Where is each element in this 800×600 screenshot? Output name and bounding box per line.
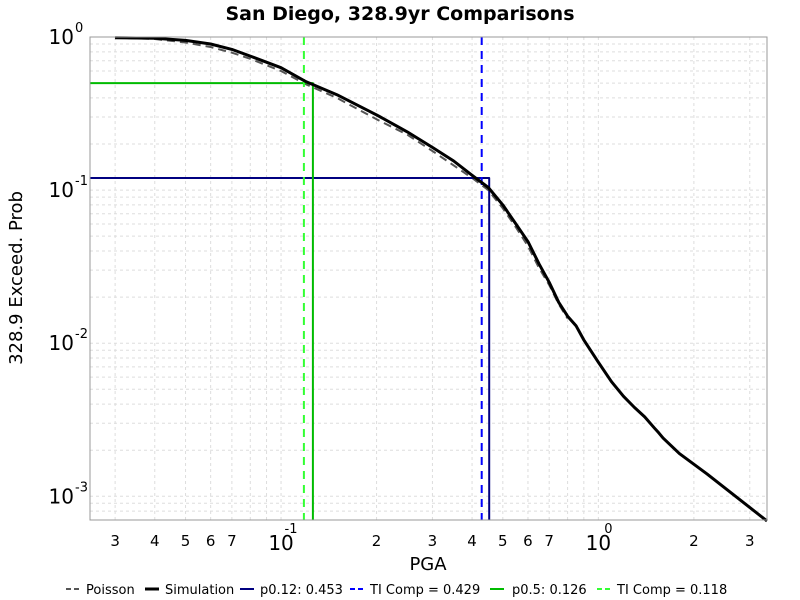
y-tick-label: 10: [49, 331, 74, 355]
chart-title: San Diego, 328.9yr Comparisons: [225, 3, 574, 25]
x-tick-label: 2: [689, 532, 699, 550]
x-tick-label: 6: [206, 532, 216, 550]
x-tick-exponent: 0: [604, 522, 612, 537]
x-tick-label: 5: [498, 532, 508, 550]
legend: Poisson Simulation p0.12: 0.453 TI Comp = 0…: [66, 583, 727, 598]
plot-area: [90, 37, 767, 520]
y-tick-exponent: 0: [75, 21, 83, 36]
x-tick-label: 7: [544, 532, 554, 550]
y-tick-label: 10: [49, 484, 74, 508]
legend-item-label: TI Comp = 0.118: [616, 583, 727, 598]
legend-item-label: Simulation: [165, 583, 234, 598]
x-tick-label: 3: [428, 532, 438, 550]
x-tick-exponent: -1: [285, 522, 298, 537]
x-tick-label: 7: [227, 532, 237, 550]
y-tick-exponent: -3: [75, 480, 88, 495]
x-tick-label: 5: [181, 532, 191, 550]
series-line: [115, 36, 768, 523]
x-tick-label: 6: [523, 532, 533, 550]
x-tick-label: 10: [586, 531, 611, 555]
y-axis-label: 328.9 Exceed. Prob: [6, 191, 27, 365]
plot-frame: [89, 36, 768, 521]
legend-item-label: TI Comp = 0.429: [369, 583, 480, 598]
y-tick-label: 10: [49, 25, 74, 49]
x-tick-label: 2: [372, 532, 382, 550]
legend-item-label: Poisson: [86, 583, 135, 598]
series-layer: [90, 36, 768, 523]
x-tick-label: 3: [745, 532, 755, 550]
y-tick-exponent: -2: [75, 327, 88, 342]
series-line: [90, 177, 491, 520]
x-tick-label: 10: [268, 531, 293, 555]
x-tick-label: 4: [467, 532, 477, 550]
x-tick-label: 4: [150, 532, 160, 550]
x-tick-label: 3: [110, 532, 120, 550]
plot-background: [90, 37, 767, 520]
legend-item-label: p0.5: 0.126: [512, 583, 587, 598]
grid-lines: [90, 36, 767, 521]
y-tick-label: 10: [49, 178, 74, 202]
legend-item-label: p0.12: 0.453: [260, 583, 343, 598]
series-line: [115, 36, 569, 320]
y-tick-exponent: -1: [75, 174, 88, 189]
x-axis-label: PGA: [409, 554, 447, 575]
